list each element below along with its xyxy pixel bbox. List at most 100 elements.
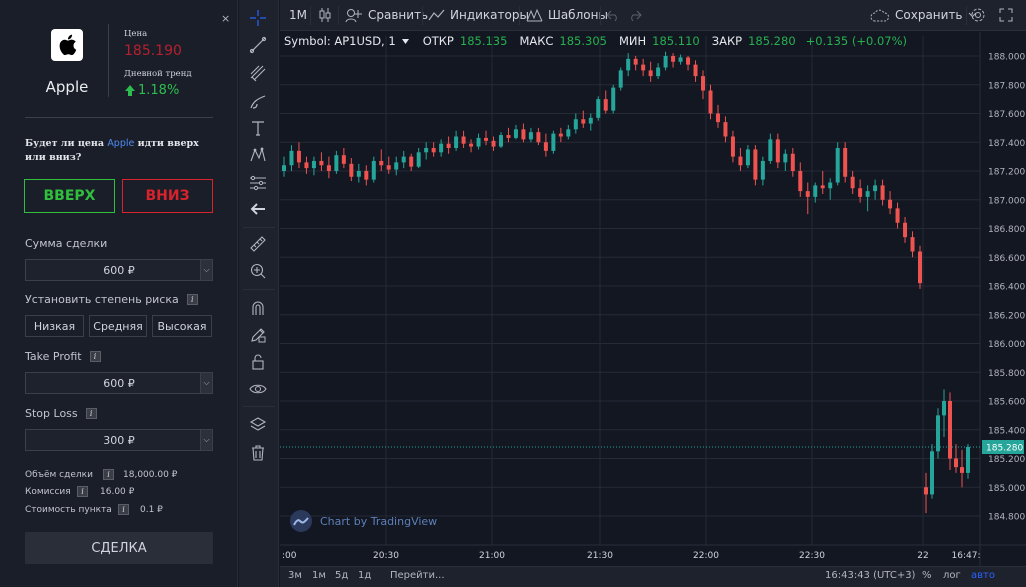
- fullscreen-icon[interactable]: [999, 0, 1013, 30]
- candle-body: [843, 148, 848, 177]
- pitchfork-icon[interactable]: [247, 62, 269, 84]
- stop-loss-label-row: Stop Loss i: [25, 407, 97, 420]
- chart-bottom-bar: 3м 1м 5д 1д Перейти... 16:43:43 (UTC+3) …: [280, 566, 1026, 587]
- crosshair-icon[interactable]: [247, 7, 269, 29]
- candles-icon[interactable]: [318, 0, 332, 30]
- price-chart[interactable]: 188.000 187.800 187.600 187.400 187.200 187.0…: [280, 32, 1026, 568]
- candle-body: [461, 136, 466, 144]
- amount-field[interactable]: 600 ₽ ⌵: [25, 259, 213, 281]
- candle-body: [521, 129, 526, 140]
- templates-button[interactable]: Шаблоны: [526, 0, 608, 30]
- take-profit-label: Take Profit: [25, 350, 82, 363]
- percent-scale-toggle[interactable]: %: [922, 570, 932, 581]
- x-tick-label: 16:47:: [952, 551, 981, 561]
- candle-body: [371, 160, 376, 180]
- divider: [243, 406, 275, 407]
- trash-icon[interactable]: [247, 442, 269, 464]
- candle-body: [454, 136, 459, 148]
- daily-trend: 1.18%: [125, 83, 179, 98]
- prediction-icon[interactable]: [247, 171, 269, 193]
- up-button[interactable]: ВВЕРХ: [24, 179, 115, 213]
- candle-body: [596, 99, 601, 118]
- candle-body: [648, 70, 653, 77]
- candle-body: [918, 251, 922, 284]
- trend-line-icon[interactable]: [247, 34, 269, 56]
- save-button[interactable]: Сохранить: [870, 0, 977, 30]
- candle-body: [491, 140, 496, 147]
- stop-loss-field[interactable]: 300 ₽ ⌵: [25, 429, 213, 451]
- risk-medium-button[interactable]: Средняя: [89, 315, 147, 337]
- candle-body: [469, 143, 474, 147]
- info-icon[interactable]: i: [186, 294, 198, 305]
- candle-body: [798, 171, 803, 192]
- take-profit-stepper-icon[interactable]: ⌵: [200, 373, 212, 393]
- range-5d-button[interactable]: 5д: [335, 570, 349, 581]
- info-icon[interactable]: i: [85, 408, 97, 419]
- pattern-icon[interactable]: [247, 144, 269, 166]
- take-profit-value: 600 ₽: [103, 376, 135, 390]
- chart-canvas[interactable]: 188.000 187.800 187.600 187.400 187.200 187.0…: [280, 32, 1026, 568]
- candle-body: [326, 165, 331, 171]
- info-icon[interactable]: i: [118, 504, 129, 515]
- range-3m-button[interactable]: 3м: [288, 570, 302, 581]
- trade-panel: × Apple Цена 185.190 Дневной тренд 1.18%…: [0, 0, 238, 587]
- deal-button[interactable]: СДЕЛКА: [25, 532, 213, 564]
- compare-button[interactable]: Сравнить: [345, 0, 428, 30]
- divider: [310, 6, 311, 25]
- daily-trend-label: Дневной тренд: [124, 69, 192, 79]
- lock-icon[interactable]: [247, 351, 269, 373]
- info-icon[interactable]: i: [103, 469, 114, 480]
- caret-down-icon[interactable]: [401, 38, 409, 44]
- symbol-label[interactable]: Symbol: AP1USD, 1: [284, 34, 396, 48]
- last-price-label: 185.280: [986, 444, 1023, 454]
- risk-low-button[interactable]: Низкая: [25, 315, 84, 337]
- risk-label: Установить степень риска: [25, 293, 179, 306]
- y-tick-label: 185.600: [988, 398, 1025, 408]
- undo-icon[interactable]: [606, 0, 620, 30]
- candle-body: [753, 149, 758, 180]
- y-tick-label: 185.200: [988, 455, 1025, 465]
- range-1m-button[interactable]: 1м: [312, 570, 326, 581]
- brush-icon[interactable]: [247, 90, 269, 112]
- zoom-in-icon[interactable]: [247, 260, 269, 282]
- candle-body: [701, 76, 706, 91]
- stop-loss-stepper-icon[interactable]: ⌵: [200, 430, 212, 450]
- lock-pencil-icon[interactable]: [247, 324, 269, 346]
- candle-body: [865, 191, 870, 197]
- x-tick-label: 22:30: [799, 551, 825, 561]
- amount-stepper-icon[interactable]: ⌵: [200, 260, 212, 280]
- info-icon[interactable]: i: [77, 486, 88, 497]
- candle-body: [888, 199, 893, 209]
- tradingview-watermark[interactable]: Chart by TradingView: [290, 510, 437, 532]
- log-scale-toggle[interactable]: лог: [943, 570, 961, 581]
- ruler-icon[interactable]: [247, 233, 269, 255]
- range-1d-button[interactable]: 1д: [358, 570, 372, 581]
- goto-date-button[interactable]: Перейти...: [390, 570, 445, 581]
- eye-icon[interactable]: [247, 378, 269, 400]
- open-label: ОТКР: [422, 34, 454, 48]
- magnet-icon[interactable]: [247, 297, 269, 319]
- info-icon[interactable]: i: [89, 351, 101, 362]
- candle-body: [768, 139, 773, 161]
- interval-button[interactable]: 1M: [289, 8, 307, 22]
- question-text-end: идти вверх или вниз?: [25, 138, 199, 163]
- text-tool-icon[interactable]: [247, 117, 269, 139]
- candle-body: [678, 57, 683, 62]
- candle-body: [686, 57, 691, 65]
- close-panel-button[interactable]: ×: [221, 12, 231, 25]
- settings-gear-icon[interactable]: [970, 0, 986, 30]
- risk-high-button[interactable]: Высокая: [152, 315, 212, 337]
- auto-scale-toggle[interactable]: авто: [971, 570, 995, 581]
- layers-icon[interactable]: [247, 414, 269, 436]
- back-arrow-icon[interactable]: [247, 198, 269, 220]
- take-profit-field[interactable]: 600 ₽ ⌵: [25, 372, 213, 394]
- candle-body: [401, 156, 406, 163]
- clock-readout[interactable]: 16:43:43 (UTC+3): [825, 570, 916, 581]
- candle-body: [409, 156, 414, 167]
- x-tick-label: 21:00: [479, 551, 505, 561]
- down-button[interactable]: ВНИЗ: [122, 179, 213, 213]
- high-label: МАКС: [519, 34, 554, 48]
- chart-legend: Symbol: AP1USD, 1 ОТКР 185.135 МАКС 185.…: [284, 34, 907, 48]
- indicators-button[interactable]: Индикаторы: [428, 0, 529, 30]
- redo-icon[interactable]: [628, 0, 642, 30]
